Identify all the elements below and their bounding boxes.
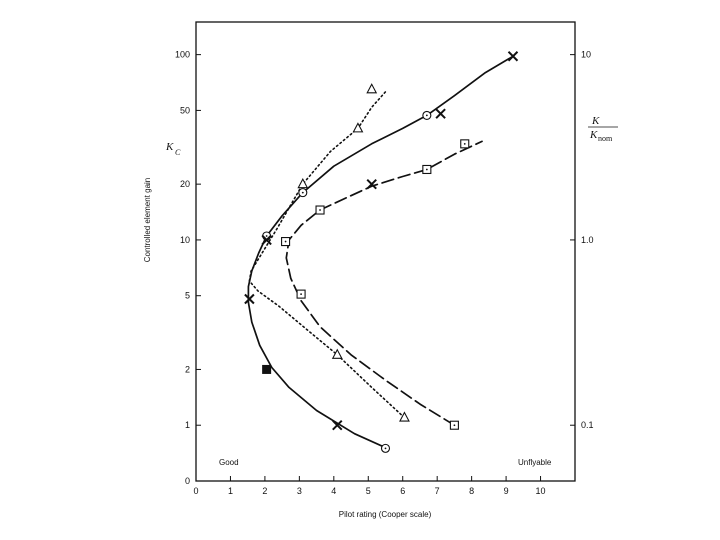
y2-tick-label: 10 xyxy=(581,50,591,60)
y2-symbol-den-sub: nom xyxy=(598,134,613,143)
y2-tick-label: 1.0 xyxy=(581,235,594,245)
y-axis-label: Controlled element gain xyxy=(143,178,152,263)
y-tick-label: 10 xyxy=(180,235,190,245)
data-point-triangle xyxy=(366,83,378,94)
data-point-triangle xyxy=(399,411,410,422)
data-point-circle-dot xyxy=(384,447,387,450)
markers-layer xyxy=(244,51,519,453)
data-point-x xyxy=(435,108,446,119)
y-tick-label: 5 xyxy=(185,291,190,301)
data-point-x xyxy=(507,51,519,62)
data-point-filled-square xyxy=(262,364,272,374)
y-symbol: K xyxy=(165,141,174,153)
data-point-x xyxy=(244,293,255,305)
x-axis-label: Pilot rating (Cooper scale) xyxy=(339,510,432,519)
data-point-circle-dot xyxy=(425,114,428,117)
data-point-triangle xyxy=(297,177,309,189)
y-tick-label: 20 xyxy=(180,179,190,189)
x-tick-label: 9 xyxy=(504,486,509,496)
data-point-square-dot xyxy=(319,209,321,211)
y-tick-label: 100 xyxy=(175,50,190,60)
x-tick-label: 8 xyxy=(469,486,474,496)
series-line-dashed xyxy=(285,140,483,427)
data-point-triangle xyxy=(331,348,343,359)
data-point-x xyxy=(332,420,343,431)
data-point-square-dot xyxy=(425,168,428,171)
y-tick-label: 50 xyxy=(180,105,190,115)
y2-tick-label: 0.1 xyxy=(581,420,594,430)
x-tick-label: 4 xyxy=(331,486,336,496)
plot-frame xyxy=(195,21,576,482)
series-layer xyxy=(247,55,514,450)
plot-border xyxy=(195,21,576,482)
y-tick-label: 1 xyxy=(185,420,190,430)
x-tick-label: 1 xyxy=(228,486,233,496)
data-point-x xyxy=(261,234,272,246)
y-tick-label: 2 xyxy=(185,364,190,374)
x-tick-label: 6 xyxy=(400,486,405,496)
x-tick-label: 5 xyxy=(366,486,371,496)
data-point-circle-dot xyxy=(265,235,268,237)
x-tick-label: 7 xyxy=(435,486,440,496)
annotation-unflyable: Unflyable xyxy=(518,458,552,467)
data-point-square-dot xyxy=(284,240,287,243)
y2-symbol-num: K xyxy=(591,115,600,127)
y-tick-label: 0 xyxy=(185,476,190,486)
data-point-square-dot xyxy=(463,142,466,145)
series-line-dotted xyxy=(248,91,406,419)
x-tick-label: 2 xyxy=(262,486,267,496)
data-point-triangle xyxy=(352,122,364,133)
data-point-square-dot xyxy=(300,293,302,296)
x-tick-label: 3 xyxy=(297,486,302,496)
x-tick-label: 10 xyxy=(536,486,546,496)
y2-symbol-den: K xyxy=(589,129,598,141)
data-point-circle-dot xyxy=(301,191,304,194)
x-tick-label: 0 xyxy=(193,486,198,496)
data-point-square-dot xyxy=(453,424,456,427)
series-line-solid xyxy=(247,55,514,450)
annotation-good: Good xyxy=(219,458,239,467)
data-point-x xyxy=(366,178,377,190)
y-symbol-sub: C xyxy=(175,148,181,157)
